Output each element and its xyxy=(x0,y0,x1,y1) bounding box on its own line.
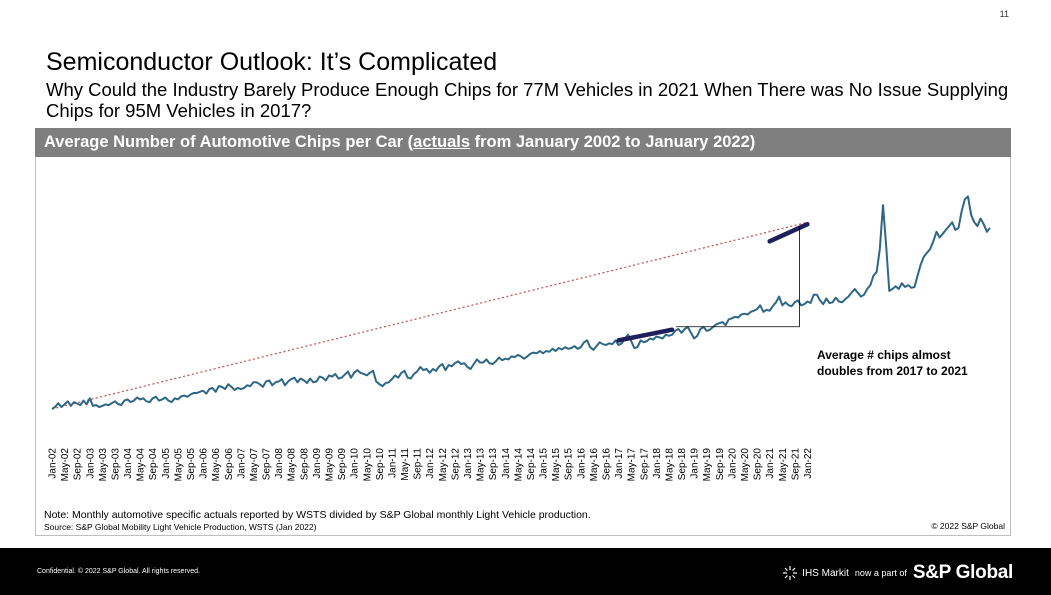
x-tick-label: May-04 xyxy=(136,448,147,482)
x-tick-label: Jan-21 xyxy=(765,448,776,479)
footer-sp-logo: S&P Global xyxy=(912,562,1013,583)
ihs-burst-icon xyxy=(783,566,798,580)
x-tick-label: Sep-04 xyxy=(148,448,159,481)
slide-title: Semiconductor Outlook: It’s Complicated xyxy=(46,48,498,76)
x-tick-label: Jan-04 xyxy=(123,448,134,479)
x-tick-label: Jan-14 xyxy=(501,448,512,479)
x-tick-label: May-08 xyxy=(287,448,298,482)
x-tick-label: May-03 xyxy=(98,448,109,482)
x-tick-label: Jan-08 xyxy=(274,448,285,479)
x-tick-label: Jan-12 xyxy=(425,448,436,479)
chart-header-prefix: Average Number of Automotive Chips per C… xyxy=(44,133,414,151)
x-tick-label: May-07 xyxy=(249,448,260,482)
x-tick-label: Jan-19 xyxy=(690,448,701,479)
chart-header: Average Number of Automotive Chips per C… xyxy=(35,128,1011,157)
x-tick-label: Jan-11 xyxy=(387,448,398,478)
x-tick-label: Jan-02 xyxy=(48,448,59,479)
x-tick-label: May-10 xyxy=(362,448,373,482)
x-tick-label: May-17 xyxy=(627,448,638,482)
chart-copyright: © 2022 S&P Global xyxy=(931,521,1005,531)
x-tick-label: Jan-15 xyxy=(539,448,550,479)
footer-brand: IHS Markit now a part of S&P Global xyxy=(782,562,1013,584)
slide-subtitle: Why Could the Industry Barely Produce En… xyxy=(46,79,1009,121)
x-tick-label: May-21 xyxy=(778,448,789,482)
x-tick-label: Sep-14 xyxy=(526,448,537,481)
x-tick-label: Jan-16 xyxy=(576,448,587,479)
x-tick-label: Sep-07 xyxy=(262,448,273,481)
x-tick-label: Jan-20 xyxy=(727,448,738,479)
footer-ihs-text: IHS Markit xyxy=(802,567,849,579)
footer-now-part-text: now a part of xyxy=(854,568,907,578)
x-tick-label: Jan-22 xyxy=(803,448,814,479)
x-tick-label: Jan-10 xyxy=(350,448,361,479)
x-tick-label: Jan-07 xyxy=(236,448,247,479)
x-tick-label: Sep-21 xyxy=(790,448,801,481)
x-tick-label: Sep-03 xyxy=(111,448,122,481)
x-tick-label: May-09 xyxy=(325,448,336,482)
x-tick-label: Sep-13 xyxy=(488,448,499,481)
annotation-line-1: Average # chips almost xyxy=(817,348,951,362)
chart-header-underlined: actuals xyxy=(413,133,471,151)
chart-note: Note: Monthly automotive specific actual… xyxy=(44,509,591,521)
x-tick-label: Sep-10 xyxy=(375,448,386,481)
x-tick-label: Jan-03 xyxy=(85,448,96,479)
x-tick-label: May-20 xyxy=(740,448,751,482)
x-tick-label: May-16 xyxy=(589,448,600,482)
footer-bar: Confidential. © 2022 S&P Global. All rig… xyxy=(0,548,1051,595)
x-tick-label: Sep-16 xyxy=(602,448,613,481)
x-tick-label: Jan-09 xyxy=(312,448,323,479)
series-line xyxy=(51,195,991,410)
x-tick-label: Jan-05 xyxy=(161,448,172,479)
x-tick-label: Sep-19 xyxy=(715,448,726,481)
annotation-line-2: doubles from 2017 to 2021 xyxy=(817,364,968,378)
footer-confidential: Confidential. © 2022 S&P Global. All rig… xyxy=(37,568,201,575)
x-tick-label: May-14 xyxy=(513,448,524,482)
x-tick-label: May-13 xyxy=(476,448,487,482)
chart-frame xyxy=(35,157,1011,536)
trend-line xyxy=(51,221,808,410)
x-tick-label: Jan-13 xyxy=(463,448,474,479)
x-tick-label: May-05 xyxy=(173,448,184,482)
highlight-segment-1 xyxy=(767,221,810,244)
x-tick-label: May-06 xyxy=(211,448,222,482)
x-tick-label: Jan-18 xyxy=(652,448,663,479)
x-tick-label: Sep-11 xyxy=(413,448,424,480)
x-tick-label: May-12 xyxy=(438,448,449,482)
x-tick-label: Sep-08 xyxy=(299,448,310,481)
chips-per-car-chart: Average # chips almost doubles from 2017 … xyxy=(48,195,991,482)
x-tick-label: May-11 xyxy=(400,448,411,481)
highlight-segment-0 xyxy=(616,327,675,343)
x-tick-label: May-18 xyxy=(664,448,675,482)
x-tick-label: May-19 xyxy=(702,448,713,482)
x-tick-label: Sep-02 xyxy=(73,448,84,481)
annotation-bracket xyxy=(676,226,800,328)
x-tick-label: Sep-20 xyxy=(753,448,764,481)
chart-source: Source: S&P Global Mobility Light Vehicl… xyxy=(44,522,317,532)
x-tick-label: May-15 xyxy=(551,448,562,482)
page-number: 11 xyxy=(999,9,1009,19)
x-tick-label: May-02 xyxy=(60,448,71,482)
x-tick-label: Sep-05 xyxy=(186,448,197,481)
x-tick-label: Jan-17 xyxy=(614,448,625,479)
x-tick-label: Sep-17 xyxy=(639,448,650,481)
x-tick-label: Jan-06 xyxy=(199,448,210,479)
x-tick-label: Sep-15 xyxy=(564,448,575,481)
x-tick-label: Sep-12 xyxy=(450,448,461,481)
x-tick-label: Sep-06 xyxy=(224,448,235,481)
chart-header-suffix: from January 2002 to January 2022) xyxy=(470,133,756,151)
x-tick-label: Sep-18 xyxy=(677,448,688,481)
x-tick-label: Sep-09 xyxy=(337,448,348,481)
